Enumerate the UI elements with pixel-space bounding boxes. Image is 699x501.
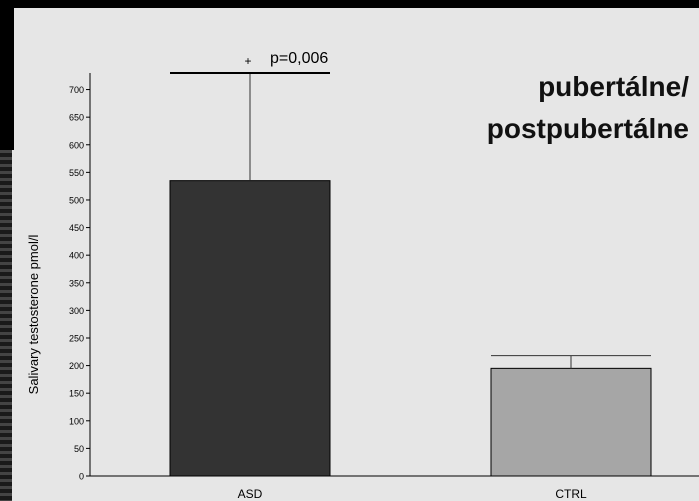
headline: pubertálne/ postpubertálne xyxy=(429,66,689,150)
category-label-ctrl: CTRL xyxy=(555,487,587,501)
y-tick-label: 550 xyxy=(69,168,84,178)
significance-marker: + xyxy=(244,54,251,68)
y-tick-label: 350 xyxy=(69,278,84,288)
y-tick-label: 100 xyxy=(69,416,84,426)
y-tick-label: 600 xyxy=(69,140,84,150)
y-tick-label: 150 xyxy=(69,389,84,399)
bar-ctrl xyxy=(490,367,652,477)
category-label-asd: ASD xyxy=(238,487,263,501)
left-stripe-decoration xyxy=(0,150,12,501)
y-tick-label: 500 xyxy=(69,195,84,205)
bars xyxy=(169,180,652,477)
y-tick-label: 300 xyxy=(69,306,84,316)
error-bars xyxy=(249,73,651,369)
y-tick-label: 650 xyxy=(69,113,84,123)
y-tick-label: 250 xyxy=(69,333,84,343)
y-axis: 0 50 100 150 200 250 300 350 400 450 500 550 600 650 7… xyxy=(69,73,91,482)
left-dark-band xyxy=(0,0,14,150)
headline-line-1: pubertálne/ xyxy=(538,71,689,102)
y-tick-label: 50 xyxy=(74,444,84,454)
y-axis-label: Salivary testosterone pmol/l xyxy=(26,235,41,395)
category-labels: ASD CTRL xyxy=(238,487,587,501)
y-tick-label: 200 xyxy=(69,361,84,371)
y-tick-label: 700 xyxy=(69,85,84,95)
headline-line-2: postpubertálne xyxy=(486,113,689,144)
top-dark-band xyxy=(0,0,699,8)
y-tick-label: 0 xyxy=(79,472,84,482)
p-value-label: p=0,006 xyxy=(270,50,328,67)
bar-asd xyxy=(169,180,331,477)
y-tick-label: 450 xyxy=(69,223,84,233)
y-tick-label: 400 xyxy=(69,251,84,261)
